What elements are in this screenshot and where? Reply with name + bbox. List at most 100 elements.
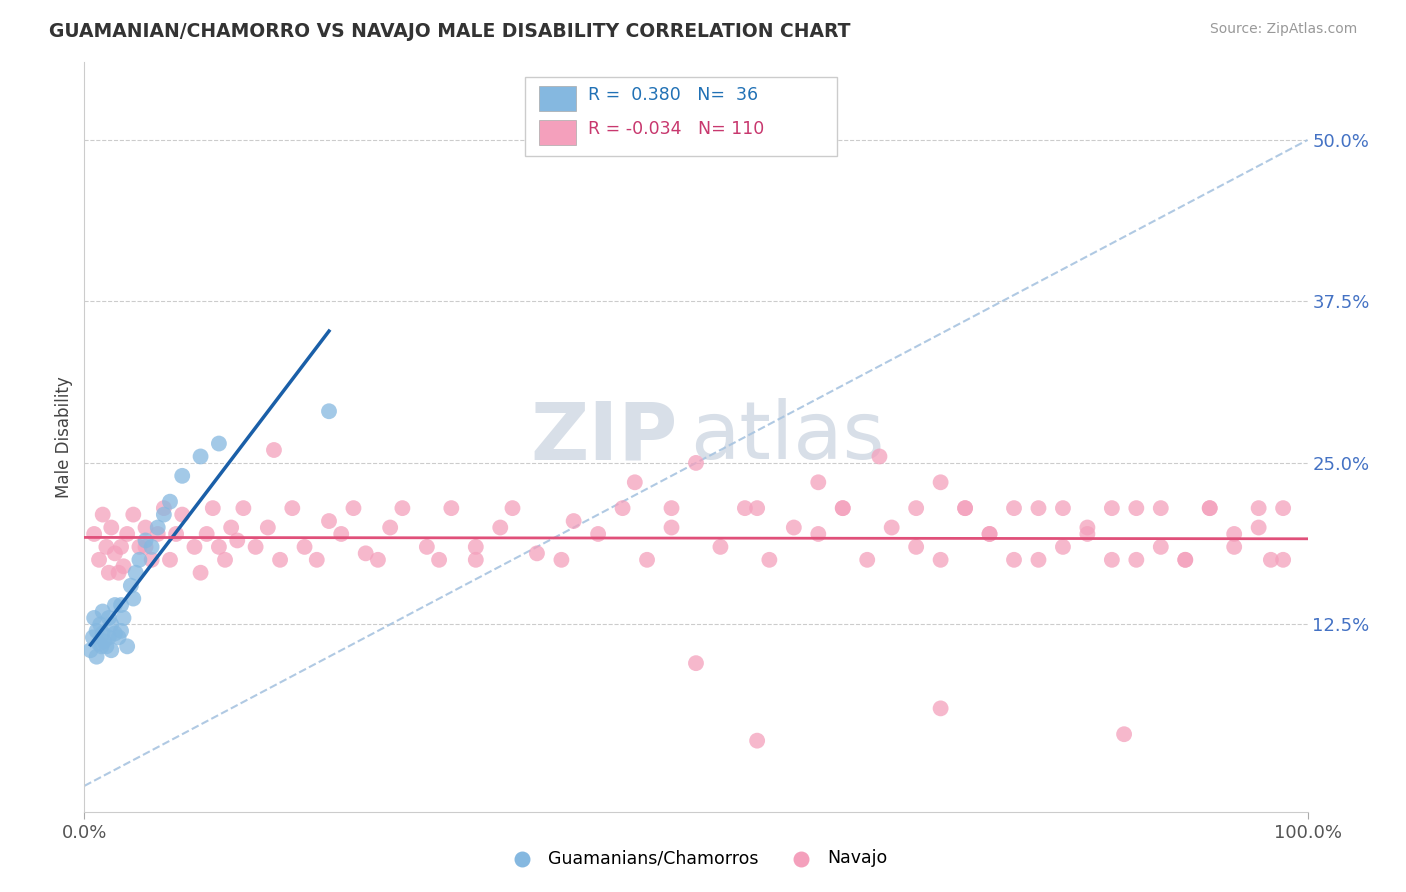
Point <box>318 514 340 528</box>
Point <box>624 475 647 490</box>
Bar <box>540 120 576 145</box>
Point <box>120 579 142 593</box>
Point <box>661 501 683 516</box>
Point <box>208 436 231 450</box>
Point <box>91 626 114 640</box>
Point <box>83 527 105 541</box>
Y-axis label: Male Disability: Male Disability <box>55 376 73 498</box>
Point <box>880 520 903 534</box>
Point <box>979 527 1001 541</box>
Point <box>831 501 853 516</box>
Point <box>219 520 242 534</box>
Point <box>1002 501 1025 516</box>
Point <box>1076 527 1098 541</box>
Point <box>86 624 108 638</box>
Point <box>90 640 112 654</box>
Point <box>97 566 120 580</box>
Point <box>685 656 707 670</box>
Legend: Guamanians/Chamorros, Navajo: Guamanians/Chamorros, Navajo <box>498 842 894 874</box>
Point <box>159 494 181 508</box>
Point <box>263 442 285 457</box>
FancyBboxPatch shape <box>524 78 837 156</box>
Point <box>128 553 150 567</box>
Point <box>391 501 413 516</box>
Point <box>153 501 176 516</box>
Point <box>783 520 806 534</box>
Point <box>464 553 486 567</box>
Point <box>1150 540 1173 554</box>
Point <box>112 611 135 625</box>
Point <box>416 540 439 554</box>
Text: R =  0.380   N=  36: R = 0.380 N= 36 <box>588 87 758 104</box>
Point <box>257 520 280 534</box>
Point <box>183 540 205 554</box>
Point <box>93 634 115 648</box>
Point <box>82 630 104 644</box>
Point <box>1150 501 1173 516</box>
Point <box>141 540 163 554</box>
Point <box>1247 501 1270 516</box>
Point <box>104 626 127 640</box>
Point <box>115 640 138 654</box>
Point <box>1114 727 1136 741</box>
Point <box>586 527 609 541</box>
Point <box>807 475 830 490</box>
Point <box>1174 553 1197 567</box>
Point <box>905 540 928 554</box>
Point <box>195 527 218 541</box>
Point <box>100 643 122 657</box>
Point <box>953 501 976 516</box>
Point <box>153 508 176 522</box>
Point <box>1101 553 1123 567</box>
Point <box>953 501 976 516</box>
Point <box>1052 501 1074 516</box>
Point <box>330 527 353 541</box>
Point <box>1052 540 1074 554</box>
Point <box>1198 501 1220 516</box>
Point <box>661 520 683 534</box>
Point <box>464 540 486 554</box>
Point <box>502 501 524 516</box>
Point <box>146 520 169 534</box>
Point <box>526 546 548 560</box>
Text: ZIP: ZIP <box>530 398 678 476</box>
Point <box>125 566 148 580</box>
Text: R = -0.034   N= 110: R = -0.034 N= 110 <box>588 120 765 138</box>
Point <box>91 508 114 522</box>
Text: GUAMANIAN/CHAMORRO VS NAVAJO MALE DISABILITY CORRELATION CHART: GUAMANIAN/CHAMORRO VS NAVAJO MALE DISABI… <box>49 22 851 41</box>
Point <box>1125 553 1147 567</box>
Point <box>89 617 111 632</box>
Point <box>636 553 658 567</box>
Point <box>226 533 249 548</box>
Point <box>87 553 110 567</box>
Point <box>97 611 120 625</box>
Point <box>380 520 402 534</box>
Point <box>122 591 145 606</box>
Point <box>165 527 187 541</box>
Bar <box>540 87 576 112</box>
Point <box>172 468 194 483</box>
Point <box>112 559 135 574</box>
Point <box>146 527 169 541</box>
Point <box>104 598 127 612</box>
Point <box>107 630 129 644</box>
Text: Source: ZipAtlas.com: Source: ZipAtlas.com <box>1209 22 1357 37</box>
Point <box>201 501 224 516</box>
Point <box>115 527 138 541</box>
Point <box>190 566 212 580</box>
Point <box>245 540 267 554</box>
Point <box>1272 553 1295 567</box>
Point <box>489 520 512 534</box>
Text: atlas: atlas <box>690 398 884 476</box>
Point <box>831 501 853 516</box>
Point <box>110 540 132 554</box>
Point <box>929 553 952 567</box>
Point <box>562 514 585 528</box>
Point <box>269 553 291 567</box>
Point <box>107 566 129 580</box>
Point <box>96 640 118 654</box>
Point <box>96 540 118 554</box>
Point <box>86 649 108 664</box>
Point <box>1101 501 1123 516</box>
Point <box>110 598 132 612</box>
